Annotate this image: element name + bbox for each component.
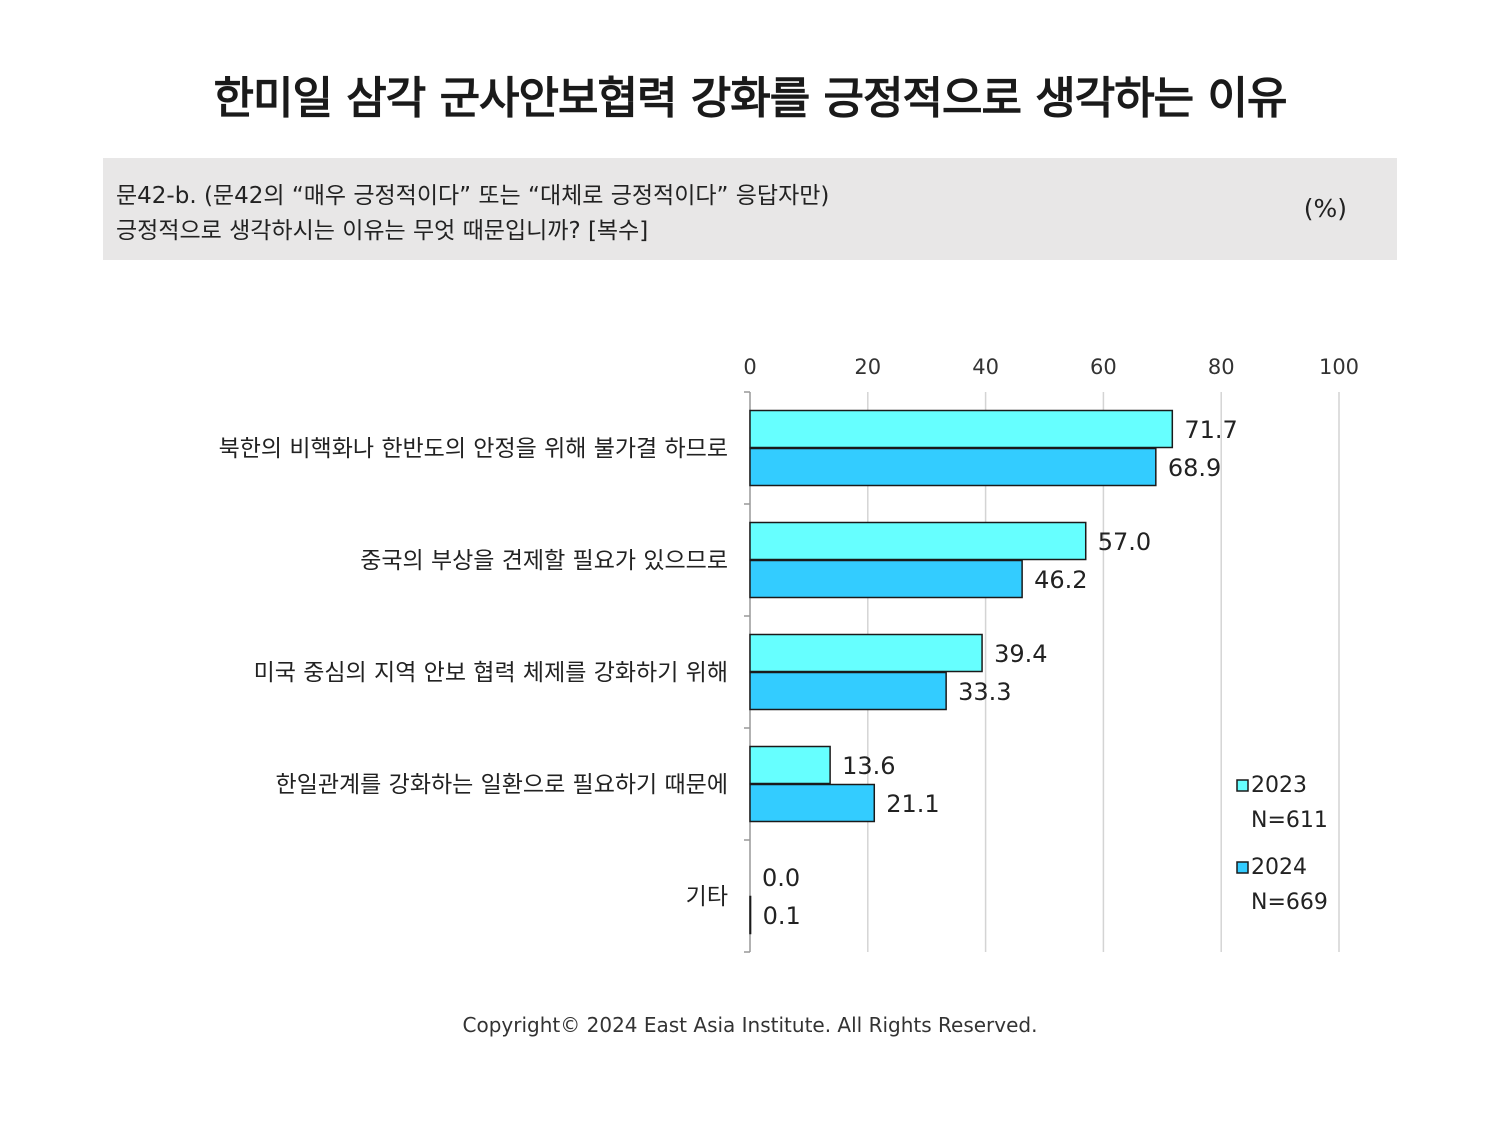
bar-2024 (749, 671, 947, 711)
question-line-1: 문42-b. (문42의 “매우 긍정적이다” 또는 “대체로 긍정적이다” 응… (116, 183, 830, 209)
bar-2024 (749, 447, 1157, 487)
bar-2023 (749, 409, 1174, 449)
x-tick-label: 0 (743, 355, 756, 379)
category-label: 기타 (686, 884, 728, 910)
category-label: 한일관계를 강화하는 일환으로 필요하기 때문에 (276, 772, 728, 798)
unit-label: (%) (1303, 194, 1347, 223)
bar-2024 (749, 895, 752, 935)
category-label: 북한의 비핵화나 한반도의 안정을 위해 불가결 하므로 (219, 436, 728, 462)
legend-label: 2024 (1251, 855, 1307, 880)
legend-n-label: N=611 (1251, 808, 1328, 833)
legend-label: 2023 (1251, 773, 1307, 798)
bar-2023 (749, 633, 983, 673)
value-label: 39.4 (994, 640, 1047, 668)
category-label: 중국의 부상을 견제할 필요가 있으므로 (360, 548, 728, 574)
value-label: 33.3 (958, 678, 1011, 706)
value-label: 46.2 (1034, 566, 1087, 594)
copyright-text: Copyright© 2024 East Asia Institute. All… (462, 1013, 1038, 1037)
value-label: 68.9 (1168, 454, 1221, 482)
question-line-2: 긍정적으로 생각하시는 이유는 무엇 때문입니까? [복수] (116, 218, 649, 244)
value-label: 0.0 (762, 864, 800, 892)
value-label: 21.1 (886, 790, 939, 818)
bar-2023 (749, 745, 831, 785)
legend-swatch-2023 (1236, 779, 1249, 792)
value-label: 57.0 (1098, 528, 1151, 556)
legend-swatch-2024 (1236, 861, 1249, 874)
chart-title: 한미일 삼각 군사안보협력 강화를 긍정적으로 생각하는 이유 (213, 73, 1288, 124)
bar-2024 (749, 783, 876, 823)
question-box: 문42-b. (문42의 “매우 긍정적이다” 또는 “대체로 긍정적이다” 응… (103, 158, 1397, 260)
x-tick-label: 80 (1208, 355, 1235, 379)
x-tick-label: 100 (1319, 355, 1359, 379)
bar-2023 (749, 521, 1087, 561)
value-label: 13.6 (842, 752, 895, 780)
bar-2024 (749, 559, 1023, 599)
legend-n-label: N=669 (1251, 890, 1328, 915)
x-tick-label: 60 (1090, 355, 1117, 379)
category-label: 미국 중심의 지역 안보 협력 체제를 강화하기 위해 (254, 660, 728, 686)
x-tick-label: 20 (854, 355, 881, 379)
value-label: 71.7 (1184, 416, 1237, 444)
value-label: 0.1 (763, 902, 801, 930)
x-tick-label: 40 (972, 355, 999, 379)
